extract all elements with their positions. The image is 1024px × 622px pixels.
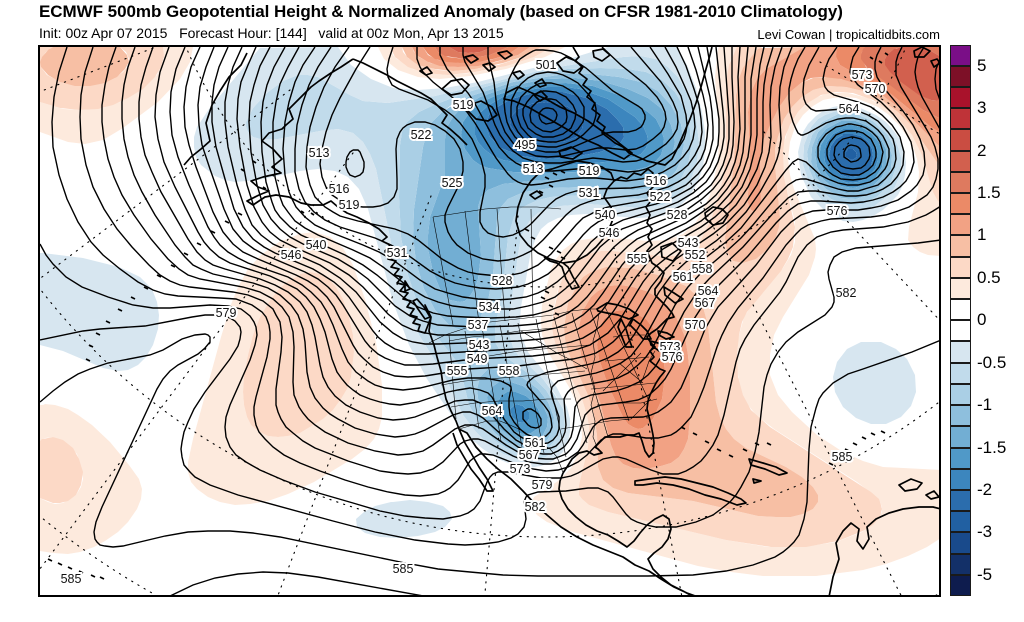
svg-text:579: 579 <box>216 306 237 320</box>
svg-text:528: 528 <box>492 274 513 288</box>
svg-text:537: 537 <box>468 318 489 332</box>
svg-text:561: 561 <box>525 436 546 450</box>
svg-text:558: 558 <box>692 262 713 276</box>
svg-text:585: 585 <box>832 450 853 464</box>
svg-text:522: 522 <box>650 190 671 204</box>
svg-text:516: 516 <box>646 174 667 188</box>
svg-text:576: 576 <box>827 204 848 218</box>
svg-text:579: 579 <box>532 478 553 492</box>
svg-text:513: 513 <box>309 146 330 160</box>
svg-text:573: 573 <box>660 340 681 354</box>
svg-text:561: 561 <box>673 270 694 284</box>
svg-text:564: 564 <box>839 102 860 116</box>
svg-text:546: 546 <box>281 248 302 262</box>
svg-text:573: 573 <box>510 462 531 476</box>
svg-text:552: 552 <box>685 248 706 262</box>
svg-text:519: 519 <box>453 98 474 112</box>
svg-text:543: 543 <box>678 236 699 250</box>
svg-text:540: 540 <box>306 238 327 252</box>
svg-text:501: 501 <box>536 58 557 72</box>
svg-text:546: 546 <box>599 226 620 240</box>
svg-text:495: 495 <box>515 138 536 152</box>
svg-text:543: 543 <box>469 338 490 352</box>
svg-text:558: 558 <box>499 364 520 378</box>
svg-text:585: 585 <box>61 572 82 586</box>
svg-text:534: 534 <box>479 300 500 314</box>
svg-text:582: 582 <box>836 286 857 300</box>
svg-text:567: 567 <box>695 296 716 310</box>
svg-text:576: 576 <box>662 350 683 364</box>
svg-text:519: 519 <box>339 198 360 212</box>
svg-text:555: 555 <box>447 364 468 378</box>
svg-text:564: 564 <box>698 284 719 298</box>
svg-text:582: 582 <box>525 500 546 514</box>
svg-text:519: 519 <box>579 164 600 178</box>
svg-text:573: 573 <box>852 68 873 82</box>
svg-text:570: 570 <box>685 318 706 332</box>
svg-text:522: 522 <box>411 128 432 142</box>
svg-text:549: 549 <box>467 352 488 366</box>
svg-text:531: 531 <box>579 186 600 200</box>
svg-text:516: 516 <box>329 182 350 196</box>
svg-text:585: 585 <box>393 562 414 576</box>
svg-text:564: 564 <box>482 404 503 418</box>
svg-text:528: 528 <box>667 208 688 222</box>
svg-text:540: 540 <box>595 208 616 222</box>
svg-text:570: 570 <box>865 82 886 96</box>
svg-text:531: 531 <box>387 246 408 260</box>
svg-text:567: 567 <box>519 448 540 462</box>
svg-text:525: 525 <box>442 176 463 190</box>
svg-text:555: 555 <box>627 252 648 266</box>
svg-text:513: 513 <box>523 162 544 176</box>
